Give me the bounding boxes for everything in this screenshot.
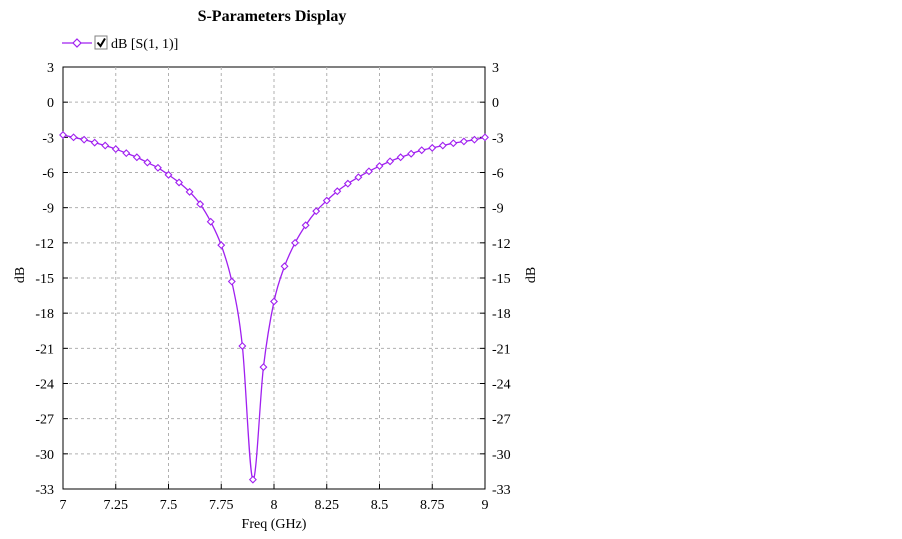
y-tick-label-right: -24 [492, 378, 511, 393]
y-axis-label-left: dB [13, 267, 28, 283]
y-tick-label-right: -18 [492, 307, 511, 322]
y-tick-label-left: -6 [42, 167, 54, 182]
y-tick-label-left: -21 [35, 342, 54, 357]
x-tick-label: 8.25 [315, 498, 340, 513]
data-point [417, 146, 426, 155]
y-tick-labels-left: 3 0 -3 -6 -9 -12 -15 -18 -21 -24 -27 -30 -33 [35, 61, 54, 498]
series-layer [59, 131, 489, 484]
data-point [143, 158, 152, 167]
ticks [62, 66, 486, 490]
data-point [122, 149, 131, 158]
y-tick-label-left: -15 [35, 272, 54, 287]
data-point [164, 170, 173, 179]
data-point [354, 173, 363, 182]
data-point [90, 138, 99, 147]
y-tick-label-right: -3 [492, 131, 504, 146]
y-tick-label-left: -33 [35, 483, 54, 498]
checkmark-icon [96, 37, 106, 48]
y-tick-label-right: -6 [492, 167, 504, 182]
data-point [196, 200, 205, 209]
y-tick-label-right: -12 [492, 237, 511, 252]
y-tick-label-left: -3 [42, 131, 54, 146]
data-point [175, 178, 184, 187]
x-tick-label: 7.75 [209, 498, 234, 513]
y-tick-label-left: -27 [35, 413, 54, 428]
y-tick-label-right: 0 [492, 96, 499, 111]
chart-title: S-Parameters Display [198, 8, 347, 25]
data-point [481, 133, 489, 142]
data-point [470, 135, 479, 144]
data-point [132, 153, 141, 162]
x-tick-label: 7.25 [104, 498, 129, 513]
data-point [69, 133, 78, 142]
data-point [375, 162, 384, 171]
data-point [80, 135, 89, 144]
y-tick-label-right: -9 [492, 202, 504, 217]
x-tick-labels: 7 7.25 7.5 7.75 8 8.25 8.5 8.75 9 [60, 498, 489, 513]
data-point [386, 157, 395, 166]
y-tick-label-left: -9 [42, 202, 54, 217]
x-tick-label: 8 [271, 498, 278, 513]
data-point [238, 342, 247, 350]
data-point [301, 221, 310, 230]
data-point [270, 297, 278, 306]
y-tick-label-right: 3 [492, 61, 499, 76]
y-tick-label-right: -27 [492, 413, 511, 428]
data-point [206, 217, 215, 226]
data-point [153, 163, 162, 172]
data-point [259, 363, 268, 372]
data-point [248, 475, 257, 484]
data-point [459, 137, 468, 146]
data-point [449, 139, 458, 148]
x-axis-label: Freq (GHz) [242, 517, 307, 532]
data-point [291, 238, 300, 247]
y-tick-label-left: 3 [47, 61, 54, 76]
y-tick-label-left: 0 [47, 96, 54, 111]
y-tick-label-left: -18 [35, 307, 54, 322]
x-tick-label: 8.75 [420, 498, 445, 513]
data-point [217, 241, 226, 250]
data-point [364, 167, 373, 176]
data-point [322, 196, 331, 205]
data-point [312, 207, 321, 216]
data-point [407, 149, 416, 158]
y-tick-label-right: -21 [492, 342, 511, 357]
y-axis-label-right: dB [524, 267, 539, 283]
data-point [59, 131, 67, 139]
legend: dB [S(1, 1)] [62, 35, 178, 52]
legend-marker-diamond-icon [72, 38, 82, 48]
y-tick-label-left: -12 [35, 237, 54, 252]
legend-label: dB [S(1, 1)] [111, 37, 178, 52]
data-point [438, 141, 447, 150]
data-point [185, 187, 194, 196]
y-tick-label-left: -30 [35, 448, 54, 463]
y-tick-label-right: -15 [492, 272, 511, 287]
y-tick-label-right: -33 [492, 483, 511, 498]
y-tick-labels-right: 3 0 -3 -6 -9 -12 -15 -18 -21 -24 -27 -30 -33 [492, 61, 511, 498]
data-point [227, 277, 236, 286]
data-point [343, 179, 352, 188]
x-tick-label: 7.5 [160, 498, 178, 513]
data-point [396, 153, 405, 162]
data-point [111, 145, 120, 154]
x-tick-label: 8.5 [371, 498, 389, 513]
data-point [280, 262, 289, 271]
data-point [428, 143, 437, 152]
x-tick-label: 9 [482, 498, 489, 513]
x-tick-label: 7 [60, 498, 67, 513]
grid [63, 67, 485, 489]
data-point [333, 187, 342, 196]
data-point [101, 141, 110, 150]
y-tick-label-right: -30 [492, 448, 511, 463]
y-tick-label-left: -24 [35, 378, 54, 393]
